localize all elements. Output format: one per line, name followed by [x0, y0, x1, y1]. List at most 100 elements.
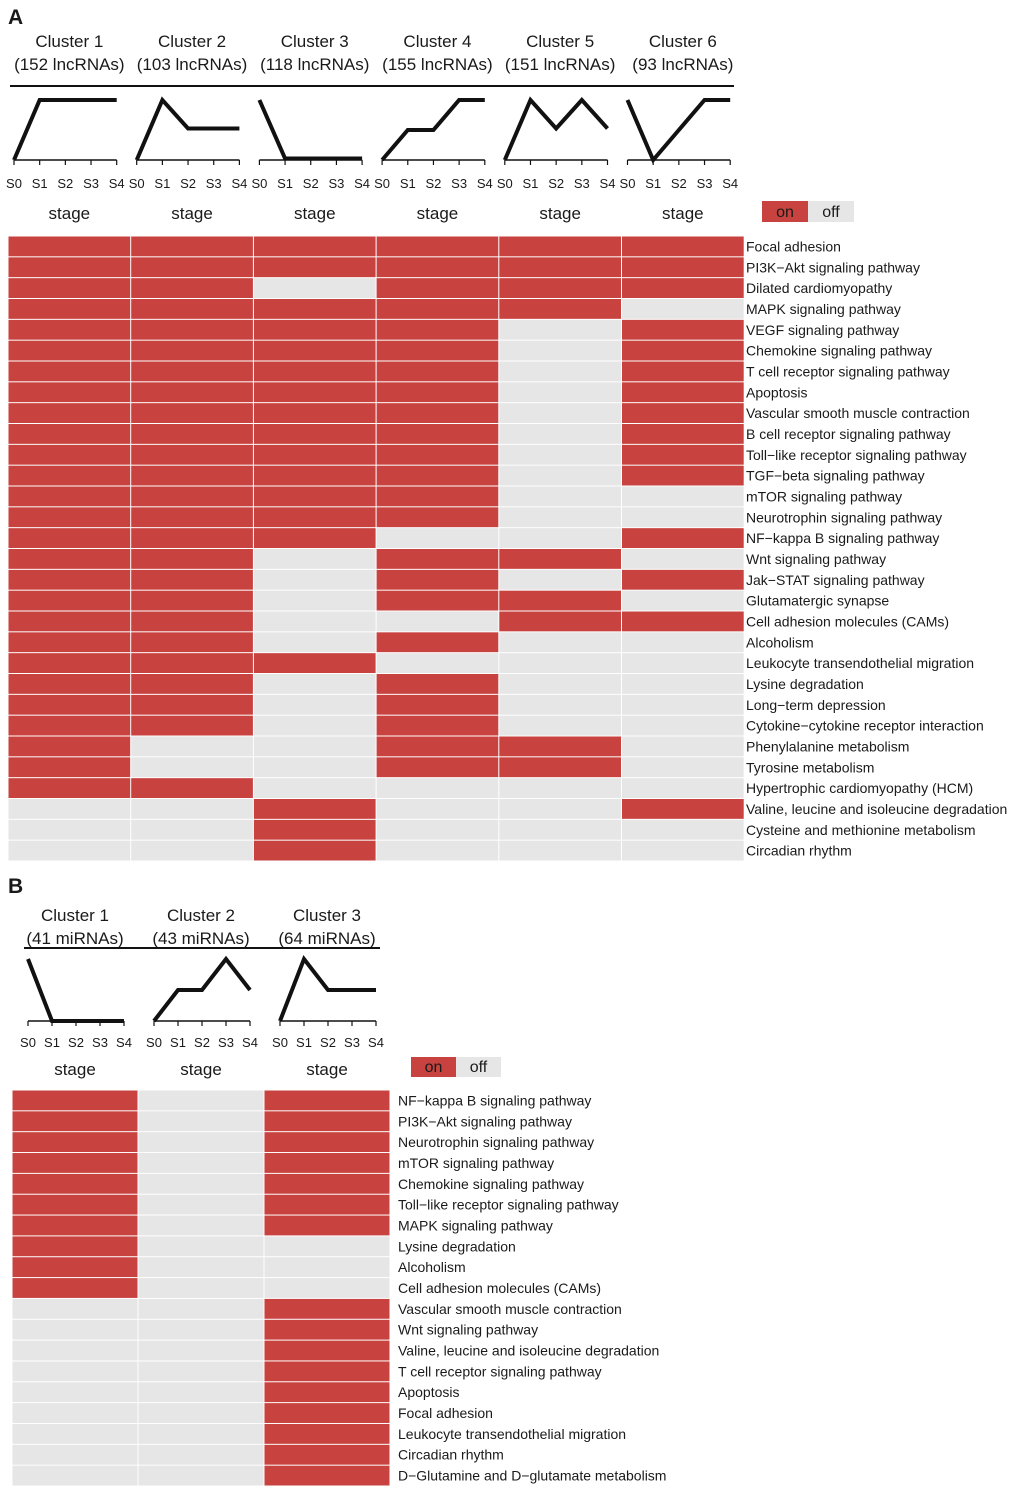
- a-cell-r30-c3: [253, 840, 376, 861]
- a-cell-r7-c6: [622, 361, 744, 382]
- a-cell-r11-c4: [376, 444, 499, 465]
- b-cluster-2-name: Cluster 2: [167, 906, 235, 925]
- b-cell-r11-c3: [264, 1298, 390, 1319]
- b-cell-r14-c2: [138, 1361, 264, 1382]
- a-cell-r14-c6: [622, 507, 744, 528]
- a-cluster-1-tick-label-S1: S1: [32, 176, 48, 191]
- a-cell-r1-c3: [253, 236, 376, 257]
- a-cell-r7-c4: [376, 361, 499, 382]
- a-cell-r27-c1: [8, 778, 131, 798]
- a-pathway-label-18: Glutamatergic synapse: [746, 593, 889, 609]
- a-cluster-5-name: Cluster 5: [526, 32, 594, 51]
- a-pathway-label-26: Tyrosine metabolism: [746, 759, 874, 775]
- b-cell-r3-c3: [264, 1132, 390, 1153]
- b-cluster-1-tick-label-S4: S4: [116, 1035, 132, 1050]
- a-cell-r22-c4: [376, 674, 499, 694]
- a-pathway-label-22: Lysine degradation: [746, 676, 864, 692]
- a-cell-r1-c1: [8, 236, 131, 257]
- b-cluster-1-name: Cluster 1: [41, 906, 109, 925]
- a-cell-r26-c1: [8, 757, 131, 778]
- b-pathway-label-15: Apoptosis: [398, 1384, 459, 1400]
- a-cluster-1-tick-label-S4: S4: [109, 176, 125, 191]
- b-cell-r10-c3: [264, 1278, 390, 1298]
- a-cell-r22-c6: [622, 674, 744, 694]
- b-cluster-2-tick-label-S1: S1: [170, 1035, 186, 1050]
- a-cell-r20-c3: [253, 632, 376, 653]
- a-cluster-4-stage-label: stage: [417, 204, 459, 223]
- b-cell-r5-c3: [264, 1173, 390, 1194]
- a-cell-r6-c4: [376, 340, 499, 361]
- a-cell-r3-c1: [8, 278, 131, 298]
- a-cell-r19-c5: [499, 611, 621, 632]
- a-cell-r27-c3: [253, 778, 376, 798]
- a-cell-r4-c5: [499, 299, 621, 319]
- b-cell-r6-c2: [138, 1194, 264, 1215]
- b-cell-r14-c1: [12, 1361, 138, 1382]
- a-cell-r28-c6: [622, 799, 744, 819]
- b-pathway-label-18: Circadian rhythm: [398, 1447, 504, 1463]
- b-pathway-label-19: D−Glutamine and D−glutamate metabolism: [398, 1468, 666, 1484]
- a-cluster-3-tick-label-S1: S1: [277, 176, 293, 191]
- a-pathway-label-30: Circadian rhythm: [746, 843, 852, 859]
- a-cluster-2-count: (103 lncRNAs): [137, 55, 248, 74]
- a-cell-r8-c6: [622, 382, 744, 403]
- a-cell-r16-c4: [376, 549, 499, 569]
- a-cell-r26-c4: [376, 757, 499, 778]
- a-cell-r14-c2: [131, 507, 253, 528]
- a-cell-r23-c4: [376, 694, 499, 715]
- a-cluster-3-tick-label-S2: S2: [303, 176, 319, 191]
- a-cell-r30-c2: [131, 840, 253, 861]
- b-cluster-2-tick-label-S0: S0: [146, 1035, 162, 1050]
- a-cluster-4-tick-label-S3: S3: [451, 176, 467, 191]
- b-cell-r13-c1: [12, 1340, 138, 1361]
- a-cell-r23-c3: [253, 694, 376, 715]
- b-cell-r8-c2: [138, 1236, 264, 1257]
- a-cluster-5-tick-label-S1: S1: [523, 176, 539, 191]
- a-cell-r14-c1: [8, 507, 131, 528]
- b-cell-r13-c2: [138, 1340, 264, 1361]
- a-cluster-6-name: Cluster 6: [649, 32, 717, 51]
- a-cell-r11-c1: [8, 444, 131, 465]
- a-cluster-4-tick-label-S4: S4: [477, 176, 493, 191]
- a-legend-on-label: on: [776, 204, 794, 221]
- b-pathway-label-12: Wnt signaling pathway: [398, 1322, 538, 1338]
- a-cluster-1-tick-label-S3: S3: [83, 176, 99, 191]
- a-cell-r2-c1: [8, 257, 131, 278]
- a-cell-r18-c3: [253, 590, 376, 611]
- a-cluster-5-profile-line: [502, 96, 609, 161]
- a-cell-r17-c1: [8, 569, 131, 590]
- b-cell-r6-c1: [12, 1194, 138, 1215]
- a-pathway-label-28: Valine, leucine and isoleucine degradati…: [746, 801, 1007, 817]
- a-cell-r10-c1: [8, 424, 131, 444]
- a-cell-r24-c5: [499, 715, 621, 736]
- a-pathway-label-24: Cytokine−cytokine receptor interaction: [746, 718, 984, 734]
- b-legend-off-label: off: [470, 1059, 488, 1076]
- a-cell-r16-c6: [622, 549, 744, 569]
- b-cell-r17-c1: [12, 1423, 138, 1444]
- a-cell-r15-c5: [499, 528, 621, 548]
- a-cell-r3-c5: [499, 278, 621, 298]
- a-cluster-5-tick-label-S3: S3: [574, 176, 590, 191]
- a-cell-r29-c4: [376, 819, 499, 840]
- b-cluster-1-tick-label-S1: S1: [44, 1035, 60, 1050]
- a-cell-r28-c2: [131, 799, 253, 819]
- a-cell-r24-c3: [253, 715, 376, 736]
- a-cell-r10-c6: [622, 424, 744, 444]
- a-pathway-label-23: Long−term depression: [746, 697, 886, 713]
- a-cell-r29-c2: [131, 819, 253, 840]
- a-cell-r18-c6: [622, 590, 744, 611]
- b-cluster-3-tick-label-S1: S1: [296, 1035, 312, 1050]
- b-pathway-label-9: Alcoholism: [398, 1259, 466, 1275]
- a-cluster-2-tick-label-S4: S4: [231, 176, 247, 191]
- a-cell-r15-c4: [376, 528, 499, 548]
- a-cluster-3-name: Cluster 3: [281, 32, 349, 51]
- a-cluster-3-profile-line: [257, 99, 363, 161]
- a-cell-r15-c1: [8, 528, 131, 548]
- b-cluster-3-profile-line: [278, 954, 376, 1022]
- a-cluster-2-name: Cluster 2: [158, 32, 226, 51]
- b-cluster-3-count: (64 miRNAs): [278, 929, 375, 948]
- a-cell-r12-c1: [8, 465, 131, 486]
- a-cell-r18-c2: [131, 590, 253, 611]
- b-cell-r7-c2: [138, 1215, 264, 1236]
- a-pathway-label-20: Alcoholism: [746, 634, 814, 650]
